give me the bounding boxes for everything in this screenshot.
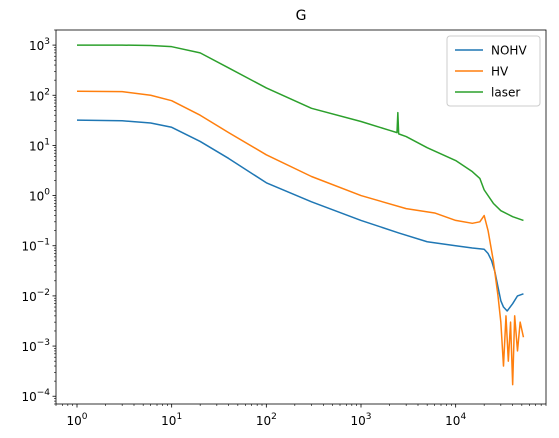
y-tick-label: 10−2 bbox=[21, 288, 50, 304]
series-line-nohv bbox=[76, 119, 524, 312]
legend-label-nohv: NOHV bbox=[491, 44, 527, 58]
x-tick-label: 103 bbox=[350, 412, 371, 428]
series-line-laser bbox=[77, 44, 524, 222]
y-tick-label: 103 bbox=[29, 37, 50, 53]
x-tick-label: 102 bbox=[256, 412, 277, 428]
y-tick-label: 102 bbox=[29, 87, 50, 103]
legend: NOHV HV laser bbox=[446, 35, 541, 107]
legend-label-hv: HV bbox=[491, 65, 509, 79]
x-tick-label: 104 bbox=[445, 412, 466, 428]
axes-frame bbox=[55, 29, 547, 405]
chart-title: G bbox=[296, 8, 307, 24]
y-tick-label: 10−4 bbox=[21, 388, 50, 404]
legend-box bbox=[446, 35, 541, 107]
axes-layer: 100 101 102 103 104 10−4 10−3 10−2 10−1 100 101 102… bbox=[21, 29, 547, 428]
x-tick-label: 101 bbox=[161, 412, 182, 428]
y-tick-label: 10−3 bbox=[21, 338, 50, 354]
y-tick-label: 100 bbox=[29, 188, 50, 204]
y-tick-label: 10−1 bbox=[21, 238, 50, 254]
series-line-hv bbox=[76, 90, 525, 386]
legend-label-laser: laser bbox=[491, 86, 520, 100]
series-layer bbox=[76, 44, 525, 386]
y-tick-label: 101 bbox=[29, 137, 50, 153]
x-tick-label: 100 bbox=[66, 412, 87, 428]
